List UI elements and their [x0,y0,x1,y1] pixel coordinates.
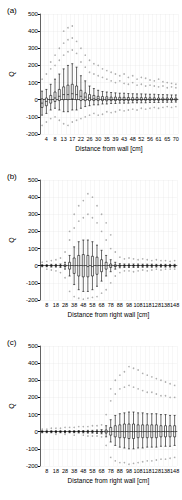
svg-text:39: 39 [112,136,118,142]
svg-text:58: 58 [89,468,95,474]
svg-text:300: 300 [28,377,39,383]
svg-text:108: 108 [134,468,143,474]
svg-text:Q: Q [8,71,16,77]
svg-text:118: 118 [143,468,152,474]
svg-text:400: 400 [28,28,39,34]
svg-text:48: 48 [80,302,86,308]
svg-text:100: 100 [28,412,39,418]
svg-text:118: 118 [143,302,152,308]
svg-text:26: 26 [86,136,92,142]
svg-text:88: 88 [117,468,123,474]
svg-text:128: 128 [152,302,161,308]
svg-text:68: 68 [98,468,104,474]
svg-text:38: 38 [71,468,77,474]
svg-text:Q: Q [8,403,16,409]
svg-text:-100: -100 [26,446,39,452]
svg-text:Distance from right wall [cm]: Distance from right wall [cm] [68,477,150,485]
svg-text:35: 35 [104,136,110,142]
svg-text:30: 30 [95,136,101,142]
svg-text:56: 56 [147,136,153,142]
svg-text:Distance from right wall [cm]: Distance from right wall [cm] [68,311,150,319]
svg-text:13: 13 [61,136,67,142]
svg-text:28: 28 [62,302,68,308]
svg-text:78: 78 [108,468,114,474]
svg-text:-200: -200 [26,297,39,303]
svg-text:28: 28 [62,468,68,474]
svg-text:200: 200 [28,228,39,234]
svg-text:400: 400 [28,194,39,200]
svg-text:52: 52 [138,136,144,142]
svg-text:138: 138 [161,468,170,474]
svg-text:65: 65 [164,136,170,142]
svg-text:300: 300 [28,45,39,51]
svg-text:98: 98 [126,302,132,308]
svg-text:8: 8 [53,136,56,142]
svg-text:Distance from wall [cm]: Distance from wall [cm] [75,145,142,153]
svg-text:500: 500 [28,11,39,17]
svg-text:300: 300 [28,211,39,217]
svg-text:17: 17 [69,136,75,142]
svg-text:22: 22 [78,136,84,142]
svg-text:(b): (b) [7,172,17,181]
svg-text:0: 0 [35,263,39,269]
svg-text:-200: -200 [26,463,39,469]
svg-text:(a): (a) [7,6,17,15]
svg-text:500: 500 [28,343,39,349]
svg-text:18: 18 [53,468,59,474]
svg-text:108: 108 [134,302,143,308]
svg-text:(c): (c) [7,338,17,347]
svg-text:-100: -100 [26,280,39,286]
svg-text:-200: -200 [26,131,39,137]
svg-text:100: 100 [28,246,39,252]
svg-text:88: 88 [117,302,123,308]
svg-text:8: 8 [45,302,48,308]
svg-text:68: 68 [98,302,104,308]
svg-text:128: 128 [152,468,161,474]
svg-text:148: 148 [170,302,179,308]
svg-text:58: 58 [89,302,95,308]
svg-text:70: 70 [173,136,179,142]
svg-text:138: 138 [161,302,170,308]
svg-text:98: 98 [126,468,132,474]
svg-text:200: 200 [28,62,39,68]
svg-text:18: 18 [53,302,59,308]
svg-text:8: 8 [45,468,48,474]
svg-text:-100: -100 [26,114,39,120]
svg-text:48: 48 [80,468,86,474]
svg-text:78: 78 [108,302,114,308]
svg-text:0: 0 [35,429,39,435]
svg-text:38: 38 [71,302,77,308]
svg-text:148: 148 [170,468,179,474]
svg-text:100: 100 [28,80,39,86]
svg-text:Q: Q [8,237,16,243]
svg-text:500: 500 [28,177,39,183]
svg-text:200: 200 [28,394,39,400]
svg-text:43: 43 [121,136,127,142]
svg-text:400: 400 [28,360,39,366]
svg-text:61: 61 [156,136,162,142]
svg-text:0: 0 [35,97,39,103]
svg-text:4: 4 [45,136,48,142]
svg-text:48: 48 [130,136,136,142]
